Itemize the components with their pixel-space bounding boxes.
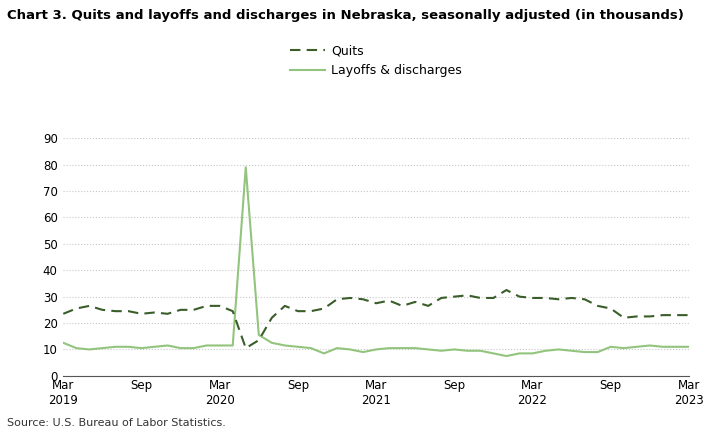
Legend: Quits, Layoffs & discharges: Quits, Layoffs & discharges <box>290 44 462 77</box>
Text: Source: U.S. Bureau of Labor Statistics.: Source: U.S. Bureau of Labor Statistics. <box>7 418 226 428</box>
Text: Chart 3. Quits and layoffs and discharges in Nebraska, seasonally adjusted (in t: Chart 3. Quits and layoffs and discharge… <box>7 9 684 22</box>
